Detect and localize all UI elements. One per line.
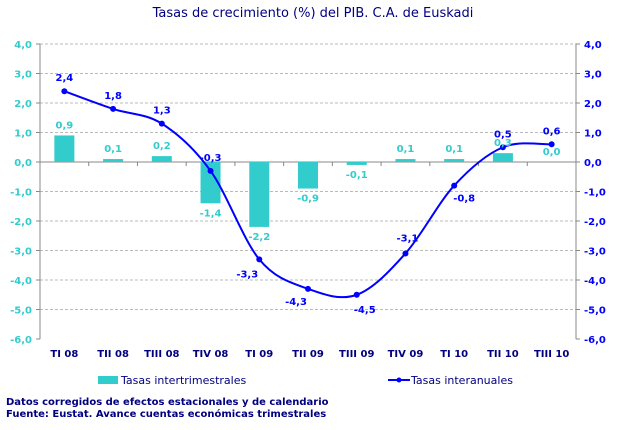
line-data-label: 0,6: [543, 126, 561, 137]
line-data-label: -0,3: [200, 153, 222, 164]
category-label: TII 09: [292, 349, 324, 360]
category-label: TIV 08: [193, 349, 229, 360]
legend-bar-swatch: [98, 376, 118, 384]
category-label: TIII 10: [534, 349, 569, 360]
right-tick-label: -4,0: [584, 276, 606, 287]
right-tick-label: 2,0: [584, 99, 602, 110]
left-tick-label: -2,0: [10, 217, 32, 228]
line-data-label: -3,3: [236, 269, 258, 280]
note-adjustment: Datos corregidos de efectos estacionales…: [6, 397, 329, 408]
bar-data-label: 0,1: [445, 144, 463, 155]
right-tick-label: 1,0: [584, 129, 602, 140]
bar: [346, 162, 367, 165]
bar-data-label: 0,9: [56, 120, 74, 131]
chart-title: Tasas de crecimiento (%) del PIB. C.A. d…: [152, 6, 474, 21]
legend-line-marker: [396, 377, 402, 383]
bar-data-label: 0,1: [104, 144, 122, 155]
left-tick-label: 2,0: [14, 99, 32, 110]
bar: [444, 159, 465, 162]
bar: [298, 162, 318, 189]
legend-line-label: Tasas interanuales: [410, 374, 513, 387]
line-point: [499, 144, 506, 151]
line-point: [207, 167, 214, 174]
legend-bar-label: Tasas intertrimestrales: [120, 374, 246, 387]
line-point: [305, 285, 311, 292]
left-tick-label: -1,0: [10, 188, 32, 199]
left-tick-label: -6,0: [10, 335, 32, 346]
bar-data-label: 0,1: [397, 144, 415, 155]
bar-data-label: 0,2: [153, 141, 171, 152]
bar-data-label: -2,2: [248, 232, 270, 243]
line-point: [451, 182, 458, 189]
line-data-label: -4,3: [285, 297, 307, 308]
bar-data-label: -0,9: [297, 194, 319, 205]
category-label: TI 09: [245, 349, 273, 360]
category-label: TIII 09: [339, 349, 374, 360]
left-tick-label: -4,0: [10, 276, 32, 287]
bar: [249, 162, 270, 227]
bar: [200, 162, 221, 204]
bar-data-label: 0,0: [543, 147, 561, 158]
right-tick-label: 0,0: [584, 158, 602, 169]
line-point: [548, 141, 555, 148]
right-tick-label: -5,0: [584, 306, 606, 317]
right-tick-label: 3,0: [584, 70, 602, 81]
right-tick-label: -1,0: [584, 188, 606, 199]
left-tick-label: 1,0: [14, 129, 32, 140]
line-data-label: -4,5: [354, 305, 376, 316]
bar-data-label: -1,4: [200, 208, 222, 219]
bar: [54, 135, 75, 162]
left-tick-label: 0,0: [14, 158, 32, 169]
line-point: [110, 105, 117, 112]
left-tick-label: -5,0: [10, 306, 32, 317]
category-label: TI 08: [50, 349, 78, 360]
category-label: TII 08: [97, 349, 129, 360]
category-label: TI 10: [440, 349, 468, 360]
bar: [395, 159, 416, 162]
category-label: TII 10: [487, 349, 519, 360]
left-tick-label: 3,0: [14, 70, 32, 81]
right-tick-label: -2,0: [584, 217, 606, 228]
line-data-label: 1,3: [153, 106, 171, 117]
line-data-label: -0,8: [453, 194, 475, 205]
right-tick-label: 4,0: [584, 40, 602, 51]
bar-data-label: 0,3: [494, 138, 512, 149]
category-label: TIV 09: [388, 349, 424, 360]
note-source: Fuente: Eustat. Avance cuentas económica…: [6, 409, 327, 420]
line-point: [353, 291, 360, 298]
bar-data-label: -0,1: [346, 170, 368, 181]
line-point: [158, 120, 165, 127]
bar: [492, 153, 513, 162]
line-data-label: 0,5: [494, 129, 512, 140]
bar: [151, 156, 172, 162]
right-tick-label: -3,0: [584, 247, 606, 258]
left-tick-label: -3,0: [10, 247, 32, 258]
left-tick-label: 4,0: [14, 40, 32, 51]
line-point: [61, 88, 68, 95]
category-label: TIII 08: [144, 349, 179, 360]
line-point: [256, 256, 263, 263]
bar: [103, 159, 124, 162]
line-data-label: 1,8: [104, 91, 122, 102]
line-point: [402, 250, 409, 257]
line-data-label: -3,1: [397, 233, 419, 244]
right-tick-label: -6,0: [584, 335, 606, 346]
line-data-label: 2,4: [56, 73, 74, 84]
